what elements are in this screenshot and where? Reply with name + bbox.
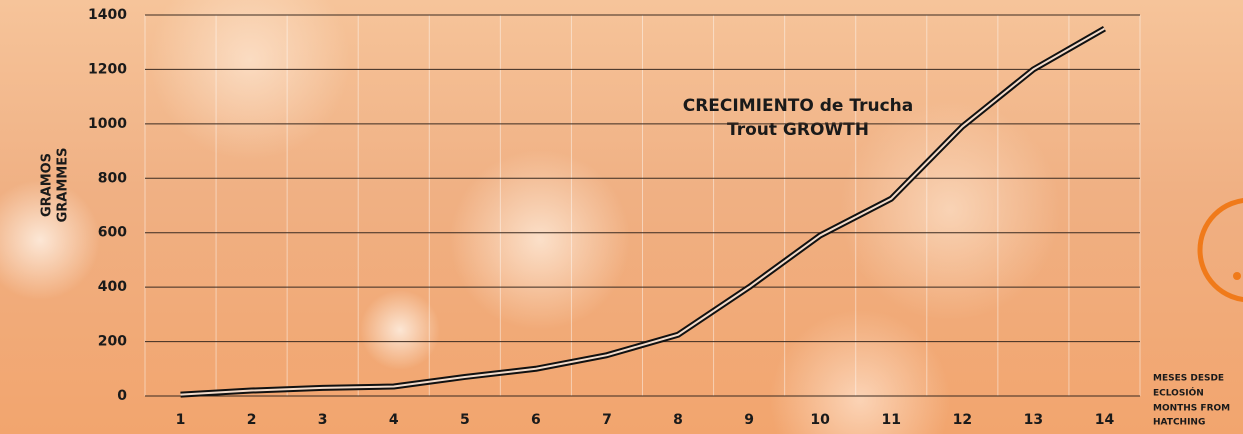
y-tick-label: 1200 <box>88 61 127 77</box>
x-tick-label: 11 <box>882 412 901 428</box>
x-tick-label: 7 <box>602 412 612 428</box>
decoration <box>1233 272 1241 280</box>
screenshot: CRECIMIENTO de Trucha Trout GROWTH GRAMO… <box>0 0 1243 434</box>
x-tick-label: 12 <box>953 412 972 428</box>
x-axis-label: HATCHING <box>1153 418 1205 428</box>
x-tick-label: 2 <box>247 412 257 428</box>
y-tick-label: 600 <box>98 225 127 241</box>
vertical-grid <box>145 15 1140 396</box>
decoration <box>1200 200 1243 300</box>
x-tick-label: 10 <box>810 412 830 428</box>
y-axis-label: GRAMMES <box>56 148 71 223</box>
x-axis-label: MONTHS FROM <box>1153 404 1230 414</box>
x-axis-label: MESES DESDE <box>1153 374 1224 384</box>
chart-title: Trout GROWTH <box>727 120 869 140</box>
x-axis-label: ECLOSIÓN <box>1153 387 1204 399</box>
y-tick-label: 800 <box>98 170 127 186</box>
x-tick-label: 14 <box>1095 412 1115 428</box>
y-tick-label: 400 <box>98 279 127 295</box>
x-tick-label: 6 <box>531 412 541 428</box>
x-tick-label: 4 <box>389 412 399 428</box>
y-tick-label: 0 <box>117 388 127 404</box>
x-tick-label: 1 <box>176 412 186 428</box>
x-tick-label: 9 <box>744 412 754 428</box>
x-tick-label: 13 <box>1024 412 1043 428</box>
y-tick-label: 1000 <box>88 116 127 132</box>
x-tick-label: 8 <box>673 412 683 428</box>
x-tick-label: 3 <box>318 412 328 428</box>
chart-title: CRECIMIENTO de Trucha <box>683 96 914 116</box>
x-tick-label: 5 <box>460 412 470 428</box>
y-axis-label: GRAMOS <box>40 153 55 217</box>
y-tick-label: 1400 <box>88 7 127 23</box>
y-tick-label: 200 <box>98 334 127 350</box>
chart: CRECIMIENTO de Trucha Trout GROWTH GRAMO… <box>0 0 1243 434</box>
